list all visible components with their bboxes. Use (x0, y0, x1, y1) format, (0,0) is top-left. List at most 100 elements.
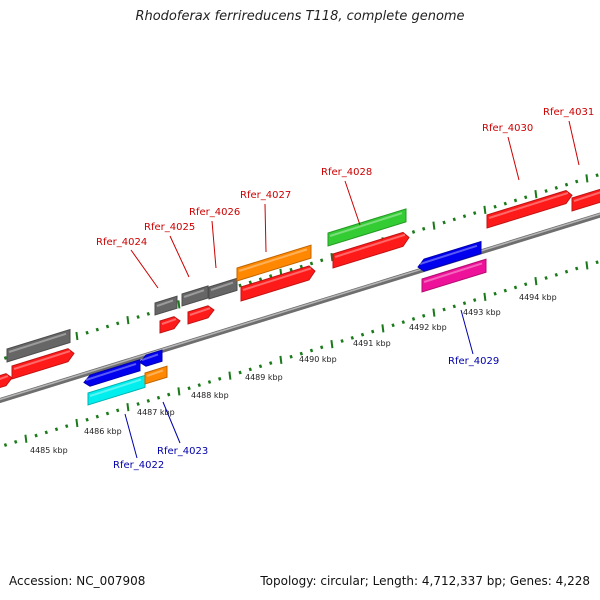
gene-feature[interactable] (486, 190, 573, 229)
tick-mark (269, 274, 273, 278)
gene-feature[interactable] (327, 208, 407, 247)
tick-mark (258, 364, 263, 369)
gene-feature[interactable] (154, 295, 178, 316)
tick-mark (595, 173, 599, 178)
kbp-label: 4492 kbp (409, 323, 447, 332)
gene-feature[interactable] (421, 258, 487, 293)
callout-line (344, 180, 361, 226)
gene-feature[interactable] (6, 328, 71, 363)
tick-mark (411, 230, 416, 234)
gene-feature[interactable] (87, 374, 146, 406)
tick-mark (330, 253, 334, 262)
tick-mark (289, 267, 293, 272)
kbp-label: 4494 kbp (519, 293, 557, 302)
gene-labels: Rfer_4022 Rfer_4023 Rfer_4024 Rfer_4025 Rfer… (96, 107, 594, 471)
tick-mark (126, 316, 130, 325)
tick-mark (513, 198, 518, 203)
tick-mark (554, 272, 558, 277)
kbp-label: 4491 kbp (353, 339, 391, 348)
gene-feature[interactable] (571, 188, 600, 212)
tick-mark (544, 189, 548, 193)
kbp-label: 4486 kbp (84, 427, 122, 436)
gene-label[interactable]: Rfer_4029 (448, 356, 499, 367)
tick-mark (391, 323, 395, 328)
tick-mark (116, 408, 120, 413)
tick-mark (513, 285, 518, 290)
tick-mark (350, 335, 354, 340)
tick-mark (54, 427, 59, 432)
gene-feature[interactable] (139, 349, 163, 367)
tick-mark (238, 370, 242, 375)
gene-label[interactable]: Rfer_4027 (240, 190, 291, 201)
tick-mark (248, 280, 252, 285)
tick-mark (564, 182, 569, 187)
tick-mark (452, 217, 456, 222)
gene-feature[interactable] (144, 365, 168, 385)
gene-feature[interactable] (417, 240, 482, 272)
tick-mark (207, 380, 212, 384)
tick-mark (116, 321, 120, 326)
tick-mark (575, 266, 579, 271)
gene-label[interactable]: Rfer_4030 (482, 123, 533, 134)
gene-feature[interactable] (187, 305, 215, 325)
gene-label[interactable]: Rfer_4028 (321, 167, 372, 178)
tick-mark (320, 345, 324, 350)
tick-mark (85, 417, 89, 422)
gene-label[interactable]: Rfer_4031 (543, 107, 594, 118)
tick-mark (75, 331, 79, 341)
gene-feature[interactable] (0, 373, 13, 390)
tick-mark (65, 424, 69, 428)
tick-mark (218, 376, 222, 381)
tick-mark (462, 214, 467, 219)
gene-feature[interactable] (11, 348, 75, 380)
tick-mark (585, 174, 589, 183)
tick-mark (473, 211, 477, 215)
gene-feature[interactable] (181, 285, 209, 307)
gene-feature[interactable] (208, 277, 238, 300)
tick-mark (452, 304, 456, 309)
tick-mark (503, 201, 507, 206)
gene-features (0, 188, 600, 406)
tick-mark (3, 443, 8, 447)
tick-mark (105, 411, 110, 416)
tick-mark (85, 330, 89, 335)
kbp-label: 4489 kbp (245, 373, 283, 382)
callout-line (460, 309, 474, 355)
tick-mark (422, 226, 426, 231)
gene-feature[interactable] (240, 265, 316, 302)
tick-mark (483, 205, 487, 215)
tick-mark (422, 313, 426, 318)
tick-mark (320, 258, 324, 263)
callout-line (162, 401, 181, 444)
tick-mark (248, 367, 252, 372)
gene-feature[interactable] (159, 316, 181, 334)
tick-mark (432, 308, 436, 317)
tick-mark (279, 355, 283, 365)
gene-label[interactable]: Rfer_4022 (113, 460, 164, 471)
callout-line (130, 249, 159, 289)
tick-mark (411, 317, 416, 321)
map-title: Rhodoferax ferrireducens T118, complete … (135, 9, 465, 24)
gene-label[interactable]: Rfer_4025 (144, 222, 195, 233)
tick-mark (146, 311, 150, 316)
gene-label[interactable]: Rfer_4026 (189, 207, 240, 218)
tick-mark (524, 195, 528, 200)
tick-mark (258, 277, 263, 282)
tick-mark (473, 298, 477, 302)
gene-feature[interactable] (332, 231, 410, 269)
tick-mark (503, 288, 507, 293)
tick-mark (564, 269, 569, 274)
tick-mark (432, 221, 436, 230)
tick-mark (238, 283, 242, 288)
tick-mark (269, 361, 273, 365)
callout-line (568, 120, 580, 166)
tick-mark (299, 351, 303, 356)
gene-feature[interactable] (236, 244, 312, 282)
gene-feature[interactable] (83, 359, 141, 387)
tick-mark (534, 190, 538, 199)
tick-mark (309, 261, 314, 266)
gene-label[interactable]: Rfer_4023 (157, 446, 208, 457)
kbp-label: 4487 kbp (137, 408, 175, 417)
gene-label[interactable]: Rfer_4024 (96, 237, 147, 248)
